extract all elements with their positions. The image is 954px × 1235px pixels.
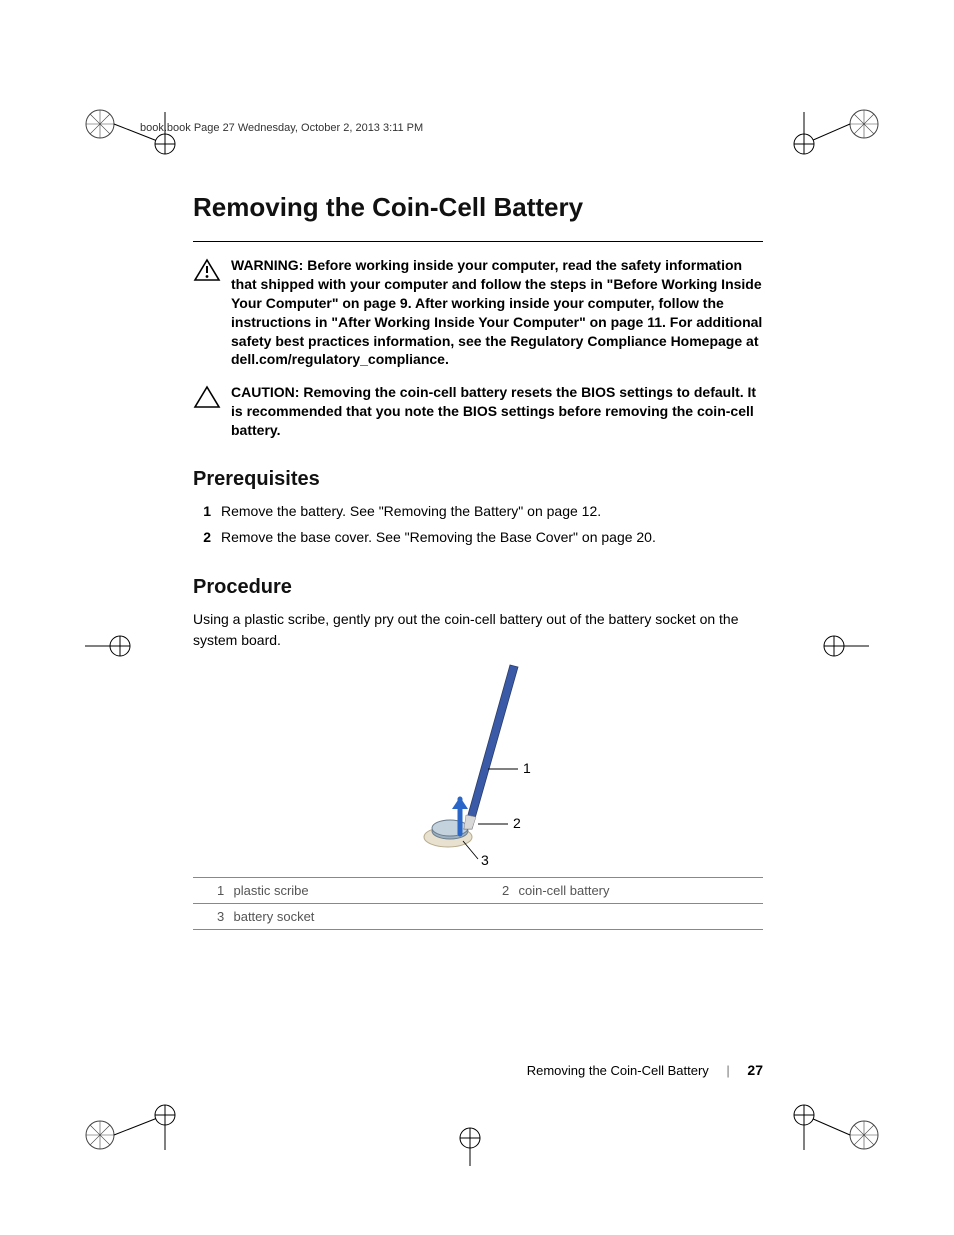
coin-cell-diagram: 1 2 3 <box>378 659 578 869</box>
list-item: 1Remove the battery. See "Removing the B… <box>193 501 763 523</box>
diagram-legend: 1 plastic scribe 2 coin-cell battery 3 b… <box>193 877 763 930</box>
registration-mark-bottom-right <box>784 1095 894 1155</box>
callout-3: 3 <box>481 852 489 868</box>
callout-1: 1 <box>523 760 531 776</box>
registration-mark-bottom-left <box>70 1095 180 1155</box>
page-number: 27 <box>747 1062 763 1078</box>
running-head: book.book Page 27 Wednesday, October 2, … <box>140 122 423 134</box>
title-rule <box>193 241 763 242</box>
caution-label: CAUTION: <box>231 384 299 400</box>
procedure-text: Using a plastic scribe, gently pry out t… <box>193 609 763 651</box>
caution-icon <box>193 383 231 414</box>
procedure-heading: Procedure <box>193 576 763 599</box>
table-row: 3 battery socket <box>193 904 763 930</box>
footer-title: Removing the Coin-Cell Battery <box>527 1063 709 1078</box>
warning-icon <box>193 256 231 287</box>
caution-text: Removing the coin-cell battery resets th… <box>231 384 756 438</box>
registration-mark-mid-right <box>814 626 874 666</box>
list-item: 2Remove the base cover. See "Removing th… <box>193 527 763 549</box>
table-row: 1 plastic scribe 2 coin-cell battery <box>193 878 763 904</box>
warning-notice: WARNING: Before working inside your comp… <box>193 256 763 369</box>
registration-mark-top-right <box>784 102 894 162</box>
prerequisites-list: 1Remove the battery. See "Removing the B… <box>193 501 763 548</box>
warning-text: Before working inside your computer, rea… <box>231 257 762 367</box>
registration-mark-bottom-center <box>440 1118 500 1168</box>
registration-mark-top-left <box>70 102 180 162</box>
prerequisites-heading: Prerequisites <box>193 468 763 491</box>
caution-notice: CAUTION: Removing the coin-cell battery … <box>193 383 763 440</box>
callout-2: 2 <box>513 815 521 831</box>
page-title: Removing the Coin-Cell Battery <box>193 192 763 223</box>
page-footer: Removing the Coin-Cell Battery | 27 <box>193 1062 763 1078</box>
warning-label: WARNING: <box>231 257 303 273</box>
registration-mark-mid-left <box>80 626 140 666</box>
